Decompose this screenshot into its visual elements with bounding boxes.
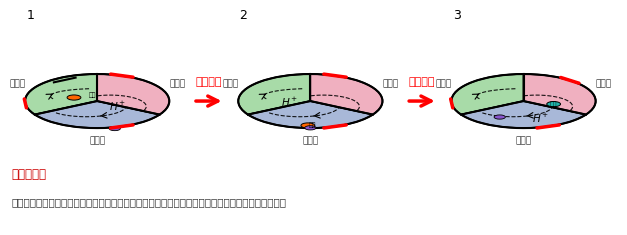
Wedge shape [310,74,382,115]
Text: 2: 2 [240,9,248,22]
Wedge shape [25,74,97,115]
Text: 結合型: 結合型 [89,137,105,146]
Text: 図１の状態: 図１の状態 [11,168,46,181]
Wedge shape [248,101,373,128]
Circle shape [67,95,81,100]
Text: 3: 3 [453,9,461,22]
Text: 状態変化: 状態変化 [196,77,222,87]
Wedge shape [238,74,310,115]
Text: 薬剤: 薬剤 [309,122,317,128]
Text: $H^+$: $H^+$ [532,112,549,125]
Wedge shape [34,101,160,128]
Circle shape [109,126,120,131]
Circle shape [305,126,316,130]
Wedge shape [451,74,524,115]
Text: 薬剤: 薬剤 [88,92,96,98]
Text: 排出型: 排出型 [169,79,185,88]
Circle shape [301,123,315,128]
Text: 結合型: 結合型 [596,79,611,88]
Text: 排出型: 排出型 [302,137,319,146]
Text: 結合型: 結合型 [223,79,238,88]
Circle shape [547,102,561,107]
Text: １，２，３の状態は互いに１２０度づつ右に回転している、そして、３からまた１の状態へと戻る: １，２，３の状態は互いに１２０度づつ右に回転している、そして、３からまた１の状態… [11,197,287,208]
Text: 取込型: 取込型 [515,137,532,146]
Text: 状態変化: 状態変化 [409,77,435,87]
Text: $H^+$: $H^+$ [109,100,127,114]
Text: 1: 1 [26,9,34,22]
Text: 排出型: 排出型 [436,79,451,88]
Wedge shape [461,101,586,128]
Text: 取込型: 取込型 [9,79,25,88]
Circle shape [494,115,505,119]
Wedge shape [524,74,596,115]
Wedge shape [97,74,169,115]
Text: $H^+$: $H^+$ [281,96,298,109]
Text: 取込型: 取込型 [382,79,398,88]
Text: 薬剤: 薬剤 [550,101,557,107]
